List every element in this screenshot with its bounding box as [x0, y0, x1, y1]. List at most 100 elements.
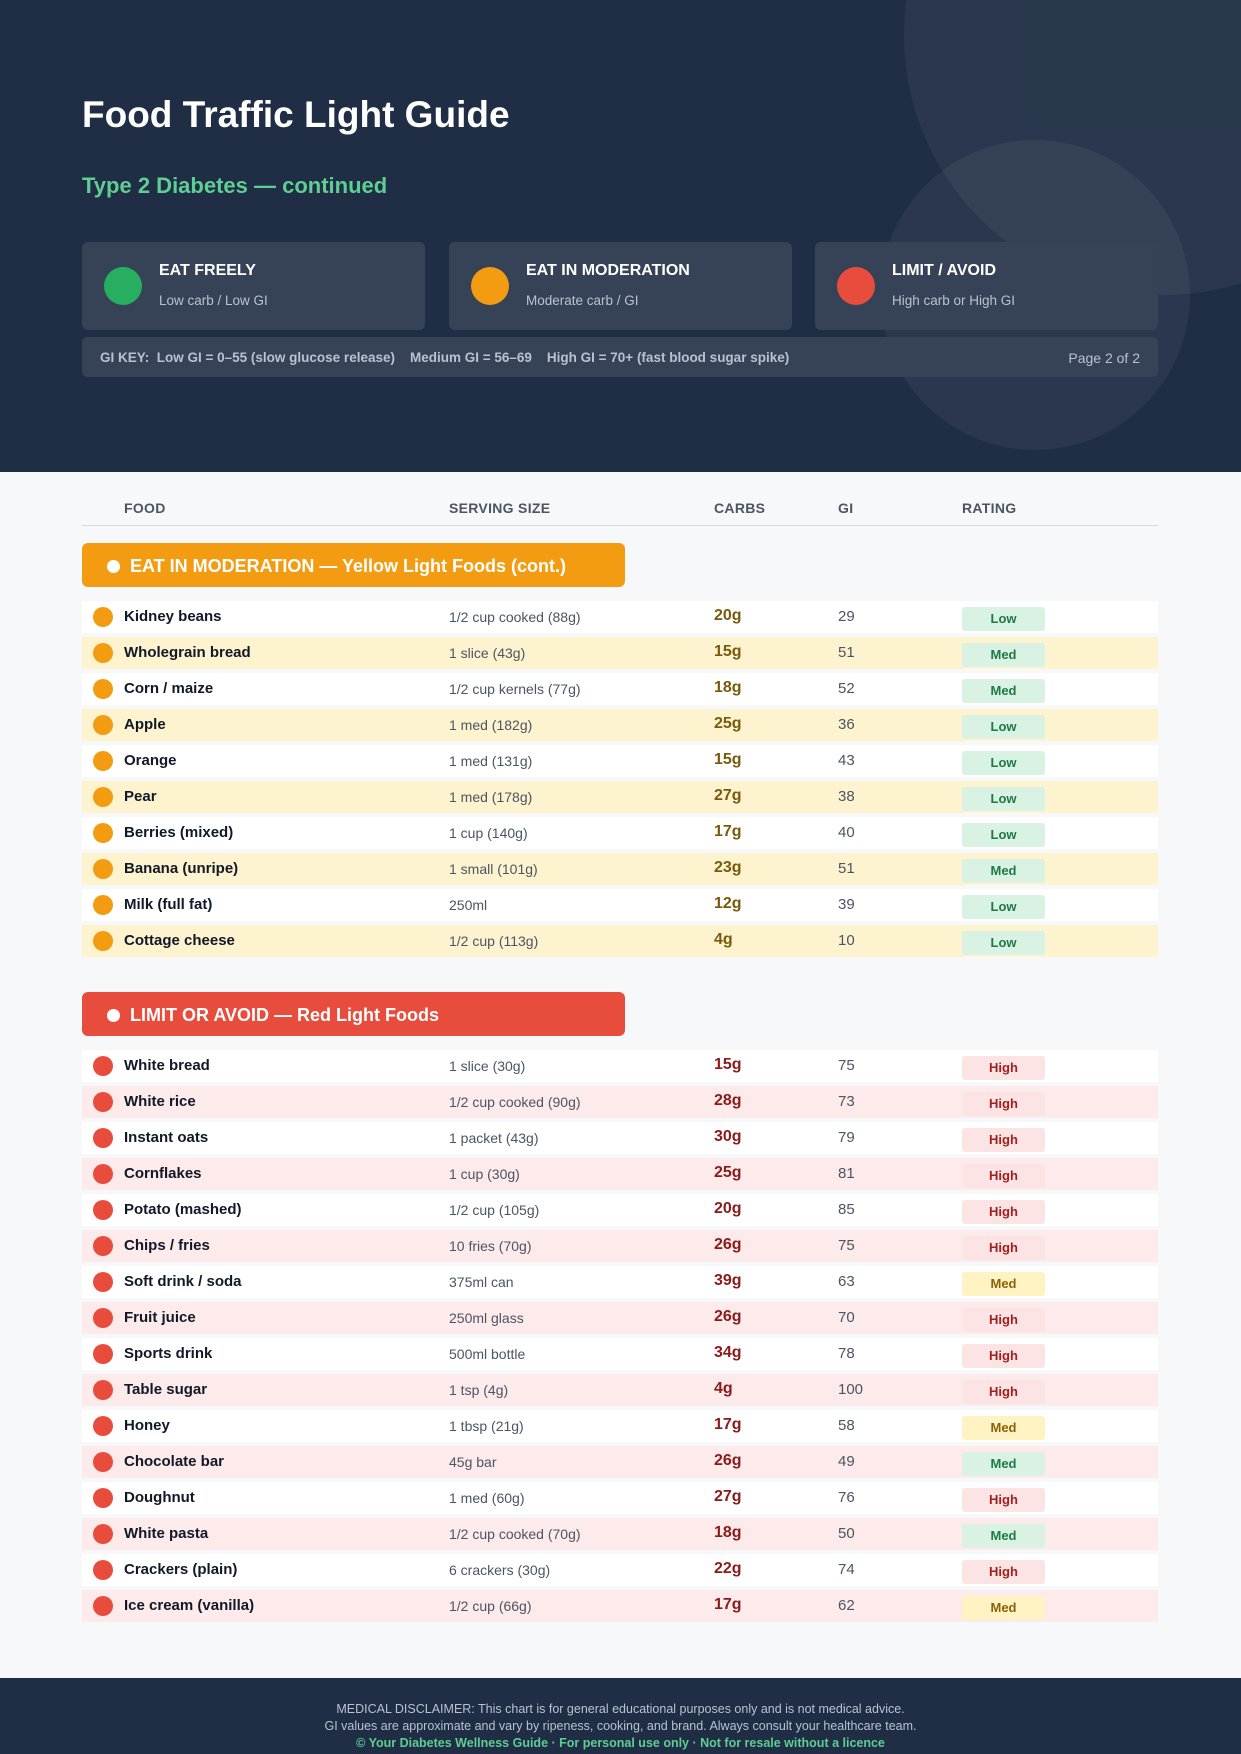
food-name: Table sugar	[124, 1381, 208, 1398]
serving-size: 1/2 cup (105g)	[449, 1202, 540, 1218]
bullet-icon	[107, 560, 120, 573]
gi-value: 75	[838, 1237, 855, 1254]
header-divider	[82, 525, 1158, 526]
yellow-light-icon	[93, 715, 113, 735]
rating-badge: High	[962, 1200, 1045, 1224]
gi-value: 50	[838, 1525, 855, 1542]
serving-size: 1 cup (30g)	[449, 1166, 520, 1182]
yellow-light-icon	[93, 679, 113, 699]
table-row: Apple 1 med (182g) 25g 36 Low	[82, 709, 1158, 741]
table-row: Corn / maize 1/2 cup kernels (77g) 18g 52 Me…	[82, 673, 1158, 705]
serving-size: 1 packet (43g)	[449, 1130, 539, 1146]
gi-value: 79	[838, 1129, 855, 1146]
carbs-value: 17g	[714, 1596, 742, 1613]
yellow-light-icon	[93, 607, 113, 627]
section-banner-limit: LIMIT OR AVOID — Red Light Foods	[82, 992, 625, 1036]
table-row: Chocolate bar 45g bar 26g 49 Med	[82, 1446, 1158, 1478]
rating-badge: Med	[962, 679, 1045, 703]
serving-size: 1/2 cup cooked (90g)	[449, 1094, 581, 1110]
yellow-light-icon	[93, 751, 113, 771]
rating-badge: Low	[962, 931, 1045, 955]
page-header: Food Traffic Light Guide Type 2 Diabetes…	[0, 0, 1241, 472]
food-name: Sports drink	[124, 1345, 213, 1362]
food-name: Cornflakes	[124, 1165, 202, 1182]
table-row: Sports drink 500ml bottle 34g 78 High	[82, 1338, 1158, 1370]
yellow-light-icon	[93, 895, 113, 915]
table-row: Berries (mixed) 1 cup (140g) 17g 40 Low	[82, 817, 1158, 849]
legend-title: EAT FREELY	[159, 262, 256, 279]
green-light-icon	[104, 267, 142, 305]
carbs-value: 15g	[714, 1056, 742, 1073]
gi-value: 62	[838, 1597, 855, 1614]
table-row: White bread 1 slice (30g) 15g 75 High	[82, 1050, 1158, 1082]
carbs-value: 26g	[714, 1308, 742, 1325]
food-name: Doughnut	[124, 1489, 195, 1506]
copyright-text: © Your Diabetes Wellness Guide · For per…	[356, 1736, 885, 1750]
gi-value: 51	[838, 860, 855, 877]
carbs-value: 18g	[714, 1524, 742, 1541]
food-name: Crackers (plain)	[124, 1561, 238, 1578]
serving-size: 1 med (131g)	[449, 753, 533, 769]
serving-size: 1 tbsp (21g)	[449, 1418, 524, 1434]
red-light-icon	[837, 267, 875, 305]
food-name: Wholegrain bread	[124, 644, 251, 661]
gi-note-text: GI values are approximate and vary by ri…	[324, 1719, 917, 1733]
table-row: Kidney beans 1/2 cup cooked (88g) 20g 29 Low	[82, 601, 1158, 633]
food-name: Apple	[124, 716, 166, 733]
yellow-light-icon	[93, 823, 113, 843]
food-name: Cottage cheese	[124, 932, 235, 949]
gi-value: 36	[838, 716, 855, 733]
gi-value: 58	[838, 1417, 855, 1434]
table-row: Pear 1 med (178g) 27g 38 Low	[82, 781, 1158, 813]
legend-title: LIMIT / AVOID	[892, 262, 996, 279]
red-light-icon	[93, 1560, 113, 1580]
legend-subtitle: Moderate carb / GI	[526, 293, 639, 308]
serving-size: 500ml bottle	[449, 1346, 526, 1362]
carbs-value: 25g	[714, 1164, 742, 1181]
gi-value: 63	[838, 1273, 855, 1290]
carbs-value: 26g	[714, 1236, 742, 1253]
food-name: Potato (mashed)	[124, 1201, 242, 1218]
gi-value: 10	[838, 932, 855, 949]
gi-value: 40	[838, 824, 855, 841]
carbs-value: 23g	[714, 859, 742, 876]
carbs-value: 15g	[714, 643, 742, 660]
table-row: Banana (unripe) 1 small (101g) 23g 51 Med	[82, 853, 1158, 885]
carbs-value: 20g	[714, 1200, 742, 1217]
yellow-light-icon	[471, 267, 509, 305]
food-name: Fruit juice	[124, 1309, 196, 1326]
serving-size: 1/2 cup kernels (77g)	[449, 681, 581, 697]
gi-value: 51	[838, 644, 855, 661]
table-row: Wholegrain bread 1 slice (43g) 15g 51 Med	[82, 637, 1158, 669]
table-row: Crackers (plain) 6 crackers (30g) 22g 74 Hig…	[82, 1554, 1158, 1586]
section-banner-moderation: EAT IN MODERATION — Yellow Light Foods (…	[82, 543, 625, 587]
table-row: Cornflakes 1 cup (30g) 25g 81 High	[82, 1158, 1158, 1190]
serving-size: 1/2 cup (66g)	[449, 1598, 532, 1614]
page-subtitle: Type 2 Diabetes — continued	[82, 173, 388, 198]
gi-value: 74	[838, 1561, 855, 1578]
table-row: White pasta 1/2 cup cooked (70g) 18g 50 Med	[82, 1518, 1158, 1550]
rating-badge: Med	[962, 1272, 1045, 1296]
disclaimer-text: MEDICAL DISCLAIMER: This chart is for ge…	[336, 1702, 905, 1716]
gi-value: 43	[838, 752, 855, 769]
food-name: Milk (full fat)	[124, 896, 213, 913]
carbs-value: 39g	[714, 1272, 742, 1289]
column-header-gi: GI	[838, 500, 854, 516]
carbs-value: 17g	[714, 823, 742, 840]
rating-badge: High	[962, 1308, 1045, 1332]
serving-size: 1 cup (140g)	[449, 825, 528, 841]
table-row: Cottage cheese 1/2 cup (113g) 4g 10 Low	[82, 925, 1158, 957]
carbs-value: 17g	[714, 1416, 742, 1433]
rating-badge: High	[962, 1236, 1045, 1260]
gi-value: 81	[838, 1165, 855, 1182]
yellow-light-icon	[93, 859, 113, 879]
gi-value: 52	[838, 680, 855, 697]
section-title: LIMIT OR AVOID — Red Light Foods	[130, 1005, 439, 1025]
carbs-value: 25g	[714, 715, 742, 732]
red-light-icon	[93, 1308, 113, 1328]
rating-badge: Med	[962, 643, 1045, 667]
carbs-value: 30g	[714, 1128, 742, 1145]
red-light-icon	[93, 1272, 113, 1292]
legend-subtitle: Low carb / Low GI	[159, 293, 268, 308]
serving-size: 1 med (60g)	[449, 1490, 525, 1506]
